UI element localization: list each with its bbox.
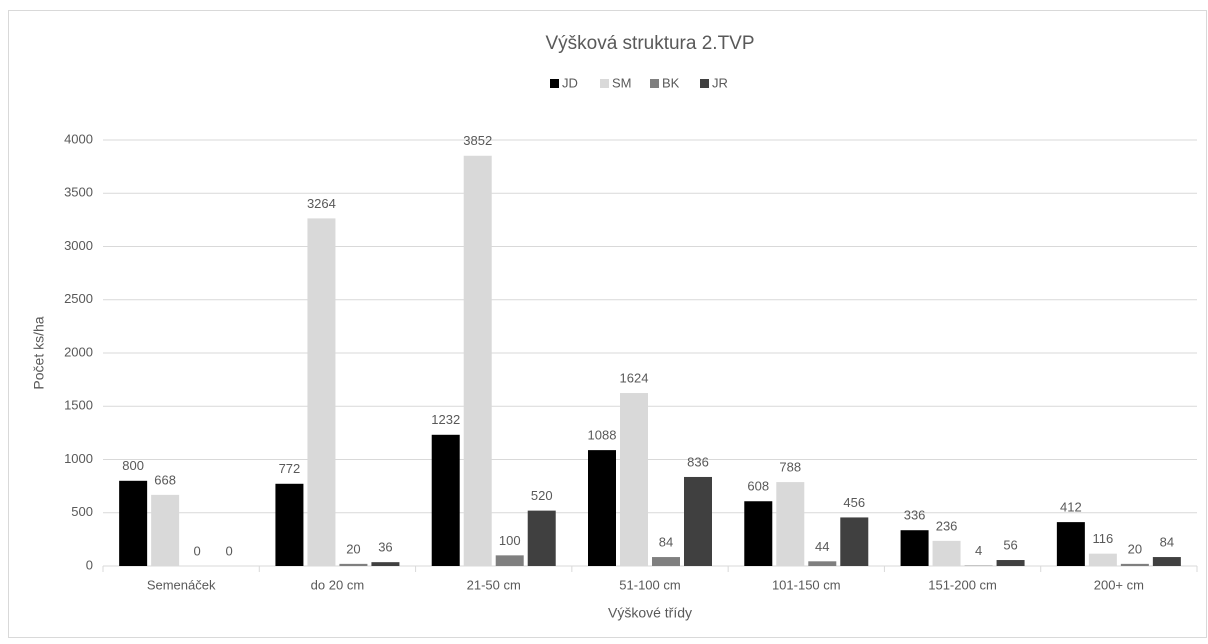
data-label: 520: [531, 488, 553, 503]
bar: [339, 564, 367, 566]
data-label: 772: [279, 461, 301, 476]
bar: [997, 560, 1025, 566]
data-label: 100: [499, 533, 521, 548]
y-axis-label: Počet ks/ha: [31, 316, 47, 389]
x-tick-label: 101-150 cm: [772, 577, 841, 592]
bar: [808, 561, 836, 566]
data-label: 1088: [588, 428, 617, 443]
bar: [933, 541, 961, 566]
bar: [1153, 557, 1181, 566]
x-tick-label: do 20 cm: [311, 577, 364, 592]
bar: [744, 501, 772, 566]
data-label: 3852: [463, 133, 492, 148]
data-label: 56: [1003, 537, 1017, 552]
bar: [1121, 564, 1149, 566]
y-tick-label: 2000: [64, 344, 93, 359]
data-label: 84: [1160, 534, 1174, 549]
legend-swatch: [650, 79, 659, 88]
y-tick-label: 4000: [64, 131, 93, 146]
bar: [371, 562, 399, 566]
bar: [776, 482, 804, 566]
bar: [432, 435, 460, 566]
legend-swatch: [600, 79, 609, 88]
bar: [620, 393, 648, 566]
bar: [684, 477, 712, 566]
data-label: 0: [226, 543, 233, 558]
bar: [119, 481, 147, 566]
data-label: 336: [904, 508, 926, 523]
bar: [588, 450, 616, 566]
y-tick-label: 3500: [64, 185, 93, 200]
bar: [275, 484, 303, 566]
data-label: 1624: [620, 370, 649, 385]
data-label: 0: [194, 543, 201, 558]
data-label: 20: [1128, 541, 1142, 556]
x-tick-label: 51-100 cm: [619, 577, 680, 592]
bar: [464, 156, 492, 566]
x-tick-label: 21-50 cm: [467, 577, 521, 592]
legend-swatch: [550, 79, 559, 88]
x-tick-label: Semenáček: [147, 577, 216, 592]
bar: [307, 218, 335, 566]
bar: [1057, 522, 1085, 566]
legend-label: BK: [662, 75, 680, 90]
data-label: 412: [1060, 500, 1082, 515]
data-label: 456: [843, 495, 865, 510]
legend-label: SM: [612, 75, 632, 90]
bar: [496, 555, 524, 566]
data-label: 36: [378, 540, 392, 555]
data-label: 800: [122, 458, 144, 473]
x-tick-label: 151-200 cm: [928, 577, 997, 592]
bar: [151, 495, 179, 566]
legend-label: JD: [562, 75, 578, 90]
data-label: 116: [1092, 531, 1113, 546]
bar: [1089, 554, 1117, 566]
y-tick-label: 1500: [64, 398, 93, 413]
legend-label: JR: [712, 75, 728, 90]
chart-title: Výšková struktura 2.TVP: [545, 33, 754, 54]
data-label: 20: [346, 541, 360, 556]
y-tick-label: 3000: [64, 238, 93, 253]
y-tick-label: 2500: [64, 291, 93, 306]
data-label: 788: [779, 460, 801, 475]
legend-swatch: [700, 79, 709, 88]
data-label: 4: [975, 543, 982, 558]
data-label: 3264: [307, 196, 336, 211]
bar: [901, 530, 929, 566]
y-tick-label: 500: [71, 504, 93, 519]
y-tick-label: 1000: [64, 451, 93, 466]
data-label: 608: [747, 479, 769, 494]
data-label: 1232: [431, 412, 460, 427]
y-tick-label: 0: [86, 557, 93, 572]
data-label: 836: [687, 454, 709, 469]
data-label: 44: [815, 539, 829, 554]
bar: [840, 517, 868, 566]
data-label: 668: [154, 472, 176, 487]
x-axis-label: Výškové třídy: [608, 605, 692, 621]
x-tick-label: 200+ cm: [1094, 577, 1144, 592]
bar: [652, 557, 680, 566]
data-label: 236: [936, 518, 958, 533]
bar: [528, 511, 556, 566]
data-label: 84: [659, 534, 673, 549]
